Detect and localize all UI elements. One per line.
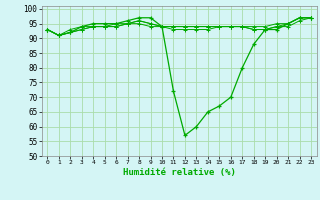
X-axis label: Humidité relative (%): Humidité relative (%) xyxy=(123,168,236,177)
